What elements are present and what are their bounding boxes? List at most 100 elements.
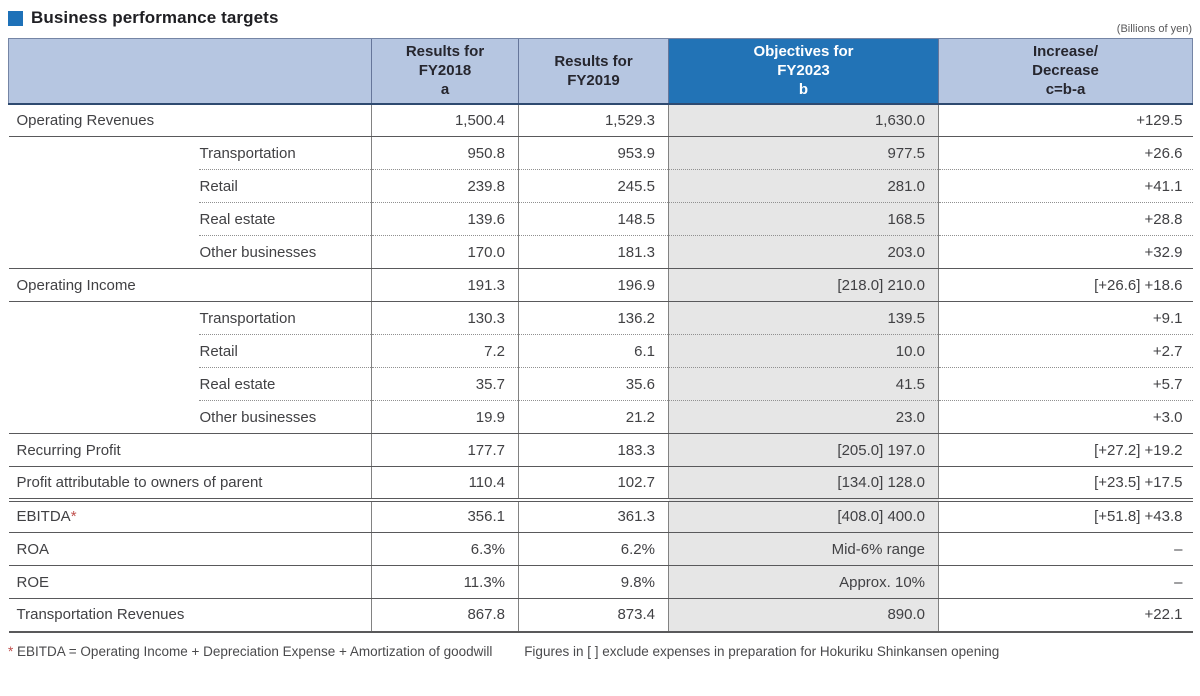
- value-cell-fy2019: 181.3: [518, 235, 669, 269]
- value-cell-diff: –: [938, 532, 1193, 566]
- value-cell-fy2023: 281.0: [668, 169, 939, 203]
- row-label-cell: EBITDA*: [8, 499, 372, 533]
- value-cell-fy2019: 183.3: [518, 433, 669, 467]
- title-block: Business performance targets: [8, 8, 279, 28]
- value-cell-fy2018: 867.8: [371, 598, 519, 633]
- value-cell-fy2019: 136.2: [518, 301, 669, 335]
- value-cell-fy2023: Approx. 10%: [668, 565, 939, 599]
- value-cell-fy2018: 170.0: [371, 235, 519, 269]
- table-row: Other businesses 170.0 181.3 203.0 +32.9: [9, 235, 1193, 269]
- value-cell-diff: +9.1: [938, 301, 1193, 335]
- value-cell-fy2018: 191.3: [371, 268, 519, 302]
- row-sublabel-cell: Transportation: [198, 301, 372, 335]
- header-cell-fy2018: Results for FY2018 a: [371, 38, 519, 105]
- value-cell-fy2018: 110.4: [371, 466, 519, 502]
- value-cell-fy2018: 950.8: [371, 136, 519, 170]
- row-sublabel-cell: Other businesses: [198, 235, 372, 269]
- header-line: b: [798, 81, 809, 99]
- value-cell-fy2018: 19.9: [371, 400, 519, 434]
- header-line: Objectives for: [753, 42, 854, 60]
- value-cell-fy2018: 11.3%: [371, 565, 519, 599]
- value-cell-fy2023: 1,630.0: [668, 103, 939, 137]
- value-cell-fy2023: [408.0] 400.0: [668, 499, 939, 533]
- header-line: Decrease: [1032, 62, 1099, 80]
- table-row: Retail 7.2 6.1 10.0 +2.7: [9, 334, 1193, 368]
- value-cell-fy2023: Mid-6% range: [668, 532, 939, 566]
- table-row: Profit attributable to owners of parent 1…: [8, 466, 1193, 502]
- table-row: Operating Revenues 1,500.4 1,529.3 1,630.0 +…: [8, 103, 1193, 137]
- value-cell-fy2019: 6.1: [518, 334, 669, 368]
- table-row: Transportation 950.8 953.9 977.5 +26.6: [8, 136, 1193, 269]
- table-row: Operating Income 191.3 196.9 [218.0] 210.0[…: [8, 268, 1193, 302]
- row-sublabel-cell: Retail: [198, 334, 372, 368]
- header-line: FY2019: [567, 71, 620, 89]
- value-cell-fy2019: 35.6: [518, 367, 669, 401]
- value-cell-fy2018: 7.2: [371, 334, 519, 368]
- value-cell-fy2023: [134.0] 128.0: [668, 466, 939, 502]
- value-cell-diff: [+23.5] +17.5: [938, 466, 1193, 502]
- value-cell-diff: +3.0: [938, 400, 1193, 434]
- value-cell-fy2019: 9.8%: [518, 565, 669, 599]
- value-cell-fy2023: 977.5: [668, 136, 939, 170]
- value-cell-fy2018: 139.6: [371, 202, 519, 236]
- value-cell-diff: +26.6: [938, 136, 1193, 170]
- table-row: Other businesses 19.9 21.2 23.0 +3.0: [9, 400, 1193, 434]
- value-cell-fy2019: 873.4: [518, 598, 669, 633]
- table-row: Real estate 35.7 35.6 41.5 +5.7: [9, 367, 1193, 401]
- footnote-asterisk: *: [8, 643, 14, 659]
- row-sublabel-cell: Transportation: [198, 136, 372, 170]
- row-sublabel-cell: Real estate: [198, 202, 372, 236]
- header-line: FY2018: [418, 62, 472, 80]
- header-cell-row-label: [8, 38, 372, 105]
- value-cell-fy2019: 196.9: [518, 268, 669, 302]
- value-cell-fy2018: 1,500.4: [371, 103, 519, 137]
- ebitda-asterisk: *: [70, 508, 77, 526]
- page-title: Business performance targets: [31, 8, 279, 27]
- table-header: Results for FY2018 a Results for FY2019 Objec…: [8, 38, 1193, 105]
- value-cell-diff: [+27.2] +19.2: [938, 433, 1193, 467]
- header-line: a: [440, 81, 450, 99]
- row-label-cell: Profit attributable to owners of parent: [8, 466, 372, 502]
- value-cell-fy2019: 102.7: [518, 466, 669, 502]
- value-cell-fy2019: 6.2%: [518, 532, 669, 566]
- value-cell-fy2023: 23.0: [668, 400, 939, 434]
- unit-note: (Billions of yen): [1116, 23, 1192, 35]
- value-cell-fy2019: 361.3: [518, 499, 669, 533]
- row-label-cell: Operating Revenues: [8, 103, 372, 137]
- table-row: EBITDA* 356.1 361.3 [408.0] 400.0 [+51.8] +4…: [8, 499, 1193, 533]
- header-row: Results for FY2018 a Results for FY2019 Objec…: [8, 38, 1193, 105]
- value-cell-fy2018: 6.3%: [371, 532, 519, 566]
- table-body: Operating Revenues 1,500.4 1,529.3 1,630.0 +…: [8, 103, 1193, 633]
- header-cell-fy2019: Results for FY2019: [518, 38, 669, 105]
- value-cell-diff: [+26.6] +18.6: [938, 268, 1193, 302]
- value-cell-fy2023: [205.0] 197.0: [668, 433, 939, 467]
- value-cell-fy2023: [218.0] 210.0: [668, 268, 939, 302]
- value-cell-diff: +41.1: [938, 169, 1193, 203]
- value-cell-fy2023: 203.0: [668, 235, 939, 269]
- value-cell-fy2023: 890.0: [668, 598, 939, 633]
- row-label-cell: Operating Income: [8, 268, 372, 302]
- value-cell-fy2018: 356.1: [371, 499, 519, 533]
- row-label-cell: Transportation Revenues: [8, 598, 372, 633]
- value-cell-fy2018: 239.8: [371, 169, 519, 203]
- table-row: Recurring Profit 177.7 183.3 [205.0] 197.0[…: [8, 433, 1193, 467]
- value-cell-fy2018: 177.7: [371, 433, 519, 467]
- value-cell-fy2019: 245.5: [518, 169, 669, 203]
- row-label-cell: ROE: [8, 565, 372, 599]
- value-cell-fy2019: 148.5: [518, 202, 669, 236]
- table-row: Transportation Revenues 867.8 873.4 890.0 +2…: [8, 598, 1193, 633]
- value-cell-fy2019: 1,529.3: [518, 103, 669, 137]
- footnote-text-brackets: Figures in [ ] exclude expenses in prepa…: [524, 643, 1000, 659]
- header-cell-diff: Increase/Decrease c=b-a: [938, 38, 1193, 105]
- value-cell-fy2019: 953.9: [518, 136, 669, 170]
- header-line: c=b-a: [1045, 81, 1086, 99]
- value-cell-diff: +22.1: [938, 598, 1193, 633]
- header-line: FY2023: [777, 62, 830, 80]
- table-row: Retail 239.8 245.5 281.0 +41.1: [9, 169, 1193, 203]
- value-cell-fy2018: 35.7: [371, 367, 519, 401]
- table-row: Real estate 139.6 148.5 168.5 +28.8: [9, 202, 1193, 236]
- row-label-cell: Recurring Profit: [8, 433, 372, 467]
- value-cell-diff: +28.8: [938, 202, 1193, 236]
- value-cell-diff: +5.7: [938, 367, 1193, 401]
